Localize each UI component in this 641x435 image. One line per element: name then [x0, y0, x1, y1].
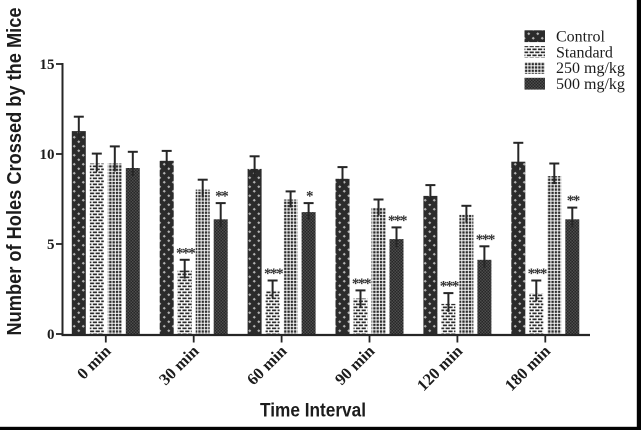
svg-text:500 mg/kg: 500 mg/kg — [556, 76, 625, 93]
svg-text:Number of Holes Crossed by the: Number of Holes Crossed by the Mice — [4, 8, 26, 336]
svg-text:250 mg/kg: 250 mg/kg — [556, 60, 625, 77]
svg-text:5: 5 — [47, 237, 55, 253]
svg-text:***: *** — [476, 232, 495, 248]
svg-text:Standard: Standard — [556, 44, 613, 61]
svg-text:10: 10 — [40, 147, 55, 163]
svg-text:***: *** — [264, 266, 283, 282]
svg-text:***: *** — [352, 276, 371, 292]
svg-text:15: 15 — [40, 57, 55, 73]
svg-text:**: ** — [567, 193, 580, 209]
svg-text:**: ** — [215, 189, 228, 205]
svg-text:*: * — [306, 189, 313, 205]
svg-text:***: *** — [440, 279, 459, 295]
svg-text:***: *** — [528, 266, 547, 282]
svg-text:0: 0 — [47, 327, 55, 343]
svg-text:Time Interval: Time Interval — [260, 400, 366, 422]
svg-text:***: *** — [176, 245, 195, 261]
svg-text:Control: Control — [556, 29, 605, 46]
svg-text:***: *** — [388, 213, 407, 229]
